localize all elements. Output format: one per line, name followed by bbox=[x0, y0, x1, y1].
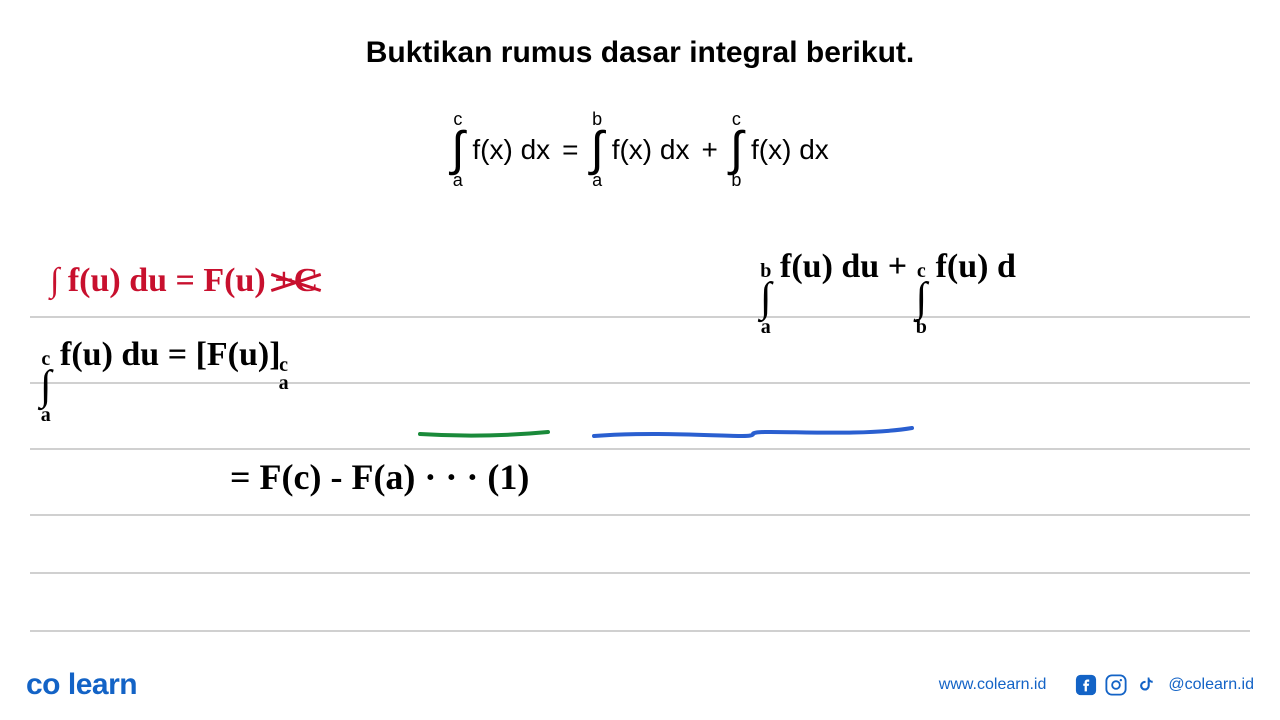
int2-lower: a bbox=[592, 171, 602, 189]
instagram-icon bbox=[1104, 673, 1128, 697]
integral-3: c ∫ b bbox=[730, 110, 743, 189]
footer: co learn www.colearn.id @colearn.id bbox=[0, 668, 1280, 702]
facebook-icon bbox=[1074, 673, 1098, 697]
ruled-line bbox=[30, 572, 1250, 574]
hw2-int: c ∫ a bbox=[40, 350, 52, 424]
integral-formula: c ∫ a f(x) dx = b ∫ a f(x) dx + c ∫ b f(… bbox=[0, 110, 1280, 189]
hw2-bracket-lower: a bbox=[279, 374, 289, 392]
formula-inner: c ∫ a f(x) dx = b ∫ a f(x) dx + c ∫ b f(… bbox=[451, 110, 829, 189]
integral-symbol: ∫ bbox=[730, 128, 743, 171]
social-icons bbox=[1074, 673, 1158, 697]
hw3-text: = F(c) - F(a) · · · (1) bbox=[230, 457, 529, 497]
integral-symbol: ∫ bbox=[916, 280, 928, 318]
int1-body: f(x) dx bbox=[472, 134, 550, 166]
logo: co learn bbox=[26, 668, 137, 702]
integral-symbol: ∫ bbox=[40, 368, 52, 406]
footer-right: www.colearn.id @colearn.id bbox=[939, 673, 1254, 697]
handwriting-rhs: b ∫ a f(u) du + c ∫ b f(u) d bbox=[760, 248, 1016, 336]
problem-title: Buktikan rumus dasar integral berikut. bbox=[0, 36, 1280, 70]
rhs-int2-lower: b bbox=[916, 318, 927, 336]
integral-symbol: ∫ bbox=[760, 280, 772, 318]
equals: = bbox=[558, 134, 582, 166]
int1-lower: a bbox=[453, 171, 463, 189]
rhs-int1-lower: a bbox=[761, 318, 771, 336]
ruled-line bbox=[30, 514, 1250, 516]
footer-url: www.colearn.id bbox=[939, 676, 1047, 694]
integral-symbol: ∫ bbox=[591, 128, 604, 171]
footer-handle: @colearn.id bbox=[1168, 676, 1254, 694]
int3-body: f(x) dx bbox=[751, 134, 829, 166]
rhs-body2: f(u) d bbox=[936, 248, 1016, 285]
logo-co: co bbox=[26, 668, 60, 701]
hw2-text: f(u) du = [F(u)] bbox=[60, 336, 281, 373]
hw1-text: ∫ f(u) du = F(u) bbox=[50, 262, 266, 299]
hw2-int-lower: a bbox=[41, 406, 51, 424]
tiktok-icon bbox=[1134, 673, 1158, 697]
handwriting-line2: c ∫ a f(u) du = [F(u)] c a bbox=[40, 336, 289, 424]
underline-blue bbox=[594, 428, 912, 436]
integral-2: b ∫ a bbox=[591, 110, 604, 189]
underline-green bbox=[420, 432, 548, 436]
int2-body: f(x) dx bbox=[612, 134, 690, 166]
plus: + bbox=[697, 134, 721, 166]
handwriting-line1: ∫ f(u) du = F(u) +C bbox=[50, 262, 318, 300]
rhs-int1: b ∫ a bbox=[760, 262, 772, 336]
logo-dot bbox=[60, 668, 68, 701]
hw1-struck: +C bbox=[274, 262, 318, 300]
ruled-line bbox=[30, 448, 1250, 450]
rhs-int2: c ∫ b bbox=[916, 262, 928, 336]
handwriting-line3: = F(c) - F(a) · · · (1) bbox=[230, 456, 529, 498]
ruled-line bbox=[30, 630, 1250, 632]
logo-learn: learn bbox=[68, 668, 137, 701]
integral-symbol: ∫ bbox=[451, 128, 464, 171]
ruled-line bbox=[30, 316, 1250, 318]
int3-lower: b bbox=[731, 171, 741, 189]
title-text: Buktikan rumus dasar integral berikut. bbox=[366, 36, 914, 69]
rhs-body1: f(u) du + bbox=[780, 248, 907, 285]
integral-1: c ∫ a bbox=[451, 110, 464, 189]
